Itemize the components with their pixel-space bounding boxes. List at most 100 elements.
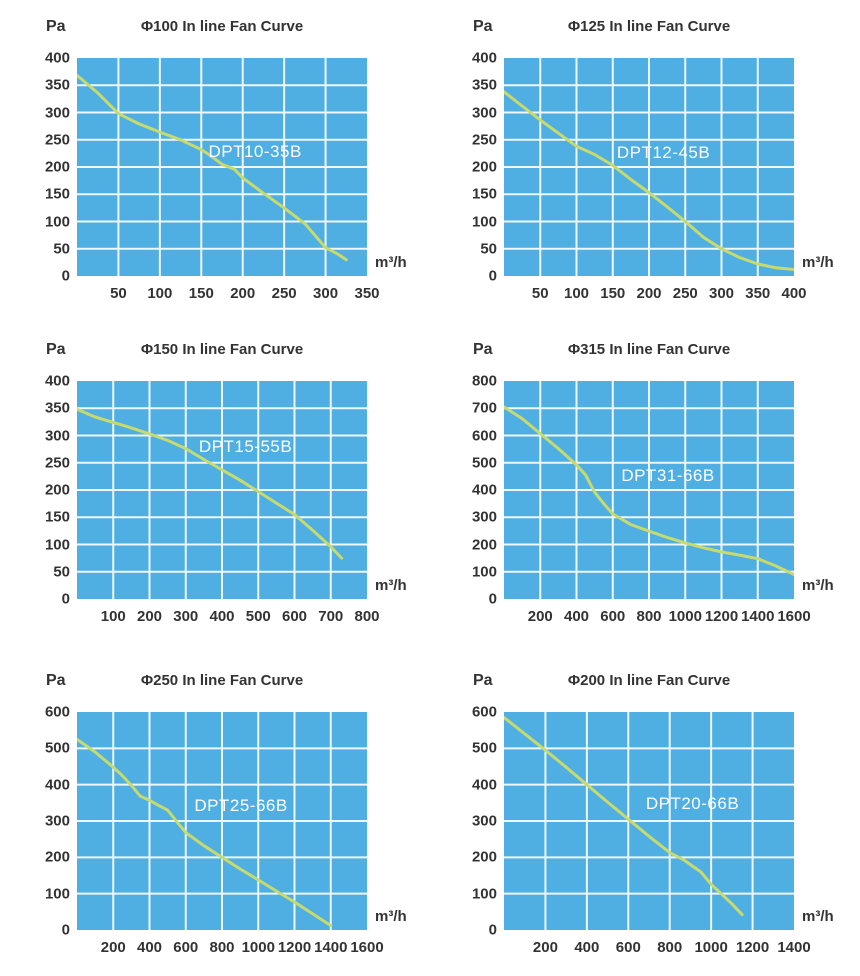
x-tick-label: 400 [209,608,235,625]
x-tick-label: 1000 [241,939,275,956]
y-tick-label: 300 [44,812,70,830]
x-tick-label: 350 [745,285,771,302]
fan-curve [504,90,794,271]
y-tick-label: 250 [44,131,70,149]
x-tick-label: 1000 [668,608,702,625]
x-axis-unit-label: m³/h [802,577,834,594]
y-tick-label: 350 [44,76,70,94]
y-tick-label: 300 [44,427,70,444]
x-tick-label: 200 [100,939,126,956]
x-tick-label: 1600 [350,939,384,956]
x-tick-label: 600 [615,939,641,956]
x-tick-label: 150 [188,285,214,302]
plot-area: DPT20-66B [504,712,794,930]
curve-plot-svg [77,58,367,276]
y-tick-label: 250 [44,454,70,472]
y-tick-label: 350 [44,399,70,417]
x-tick-label: 200 [527,608,553,625]
fan-curve-chart-phi315: Pa Φ315 In line Fan Curve DPT31-66B m³/h… [427,325,857,643]
y-tick-label: 400 [471,776,497,794]
y-tick-label: 200 [44,481,70,499]
x-tick-label: 200 [136,608,163,625]
y-axis-unit-label: Pa [473,672,493,689]
curve-plot-svg [504,381,794,599]
y-tick-label: 700 [471,399,497,417]
series-label: DPT10-35B [208,141,302,161]
series-label: DPT12-45B [616,143,711,163]
series-label: DPT25-66B [194,796,288,816]
x-tick-label: 800 [657,939,683,956]
chart-title: Φ250 In line Fan Curve [140,672,304,689]
x-tick-label: 100 [100,608,126,625]
fan-curve-chart-phi200: Pa Φ200 In line Fan Curve DPT20-66B m³/h… [427,656,857,974]
fan-curve [77,407,344,560]
y-tick-label: 600 [471,703,497,721]
x-tick-label: 400 [574,939,600,956]
y-tick-label: 0 [488,267,497,285]
y-tick-label: 200 [471,848,497,866]
x-tick-label: 50 [110,285,127,302]
x-tick-label: 1400 [314,939,348,956]
series-label: DPT15-55B [198,437,293,457]
y-tick-label: 500 [471,739,497,757]
fan-curve-chart-phi250: Pa Φ250 In line Fan Curve DPT25-66B m³/h… [0,656,430,974]
x-axis-unit-label: m³/h [375,577,407,594]
x-tick-label: 600 [600,608,626,625]
plot-area: DPT12-45B [504,58,794,276]
curve-plot-svg [504,712,794,930]
y-tick-label: 150 [44,185,70,203]
x-tick-label: 1200 [704,608,739,625]
x-tick-label: 100 [147,285,173,302]
x-tick-label: 200 [636,285,662,302]
x-tick-label: 350 [354,285,380,302]
y-tick-label: 200 [44,848,70,866]
x-tick-label: 800 [209,939,235,956]
x-tick-label: 1000 [694,939,728,956]
y-tick-label: 400 [44,776,70,794]
x-tick-label: 250 [672,285,698,302]
x-tick-label: 300 [313,285,339,302]
y-tick-label: 400 [44,372,70,390]
fan-curve [504,405,794,576]
y-tick-label: 200 [471,158,497,176]
y-tick-label: 100 [44,213,70,230]
y-tick-label: 400 [471,481,497,499]
y-tick-label: 0 [61,267,70,285]
chart-title: Φ150 In line Fan Curve [140,341,304,358]
x-tick-label: 400 [563,608,590,625]
y-tick-label: 0 [488,590,497,608]
y-tick-label: 300 [471,508,497,526]
x-tick-label: 200 [230,285,256,302]
plot-area: DPT31-66B [504,381,794,599]
fan-curve-chart-phi150: Pa Φ150 In line Fan Curve DPT15-55B m³/h… [0,325,430,643]
plot-area: DPT10-35B [77,58,367,276]
fan-curve [77,73,348,262]
x-tick-label: 600 [173,939,199,956]
y-axis-unit-label: Pa [46,341,66,358]
y-tick-label: 350 [471,76,497,94]
y-tick-label: 100 [44,885,70,903]
x-tick-label: 250 [271,285,297,302]
fan-curve [504,716,744,917]
y-tick-label: 600 [44,703,70,721]
y-tick-label: 0 [61,590,70,608]
x-tick-label: 600 [281,608,308,625]
y-tick-label: 100 [471,885,497,903]
y-tick-label: 0 [61,921,70,939]
x-tick-label: 300 [708,285,735,302]
x-axis-unit-label: m³/h [375,908,407,925]
y-tick-label: 150 [44,508,70,526]
y-tick-label: 150 [471,185,497,203]
x-tick-label: 300 [173,608,199,625]
y-tick-label: 400 [471,49,497,67]
x-tick-label: 100 [563,285,590,302]
curve-plot-svg [77,712,367,930]
chart-title: Φ100 In line Fan Curve [140,18,304,35]
chart-title: Φ200 In line Fan Curve [567,672,731,689]
y-tick-label: 500 [44,739,70,757]
y-tick-label: 100 [471,563,497,581]
y-tick-label: 250 [471,131,497,149]
x-tick-label: 50 [531,285,549,302]
x-tick-label: 1400 [777,939,811,956]
x-axis-unit-label: m³/h [802,254,834,271]
